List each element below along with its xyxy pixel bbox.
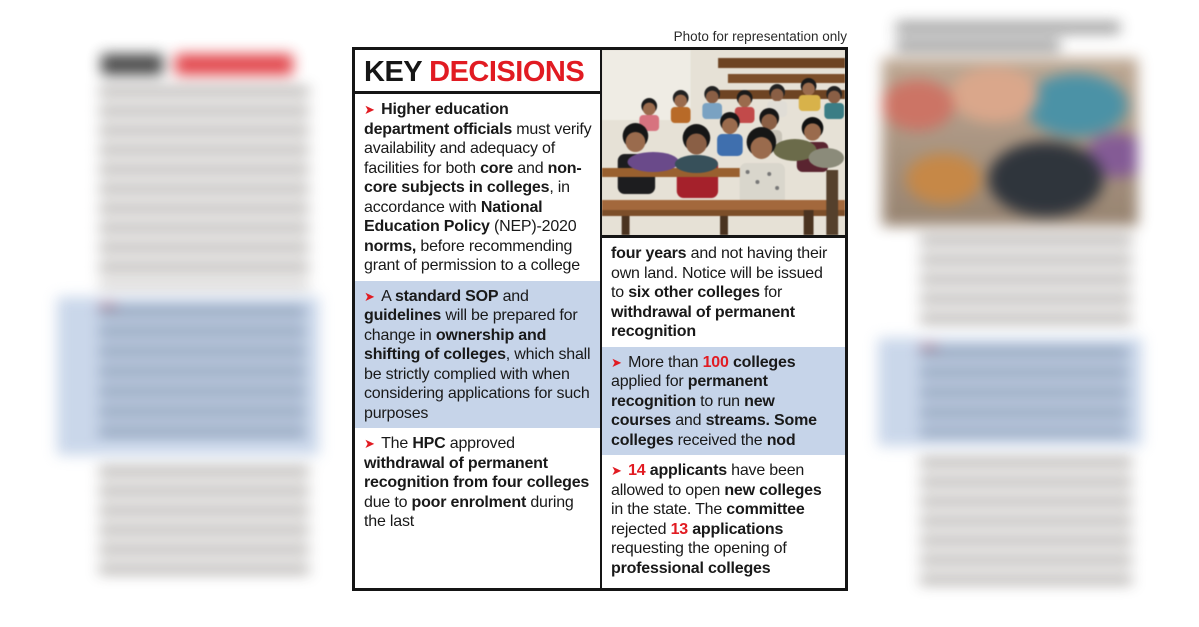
- blurred-headline-line: [896, 40, 1060, 51]
- bullet-text-segment: and: [670, 412, 706, 430]
- bullet-arrow-icon: ➤: [611, 354, 626, 370]
- box-title-decisions: DECISIONS: [429, 56, 585, 88]
- bullet-text-segment: withdrawal of permanent recognition from…: [364, 454, 590, 492]
- bullet-text-segment: nod: [766, 431, 796, 449]
- bullet-text-segment: A: [381, 287, 395, 305]
- bullet-text-segment: permanent recognition: [611, 373, 768, 410]
- bullet-text-segment: standard SOP: [394, 287, 499, 305]
- bullet-text-segment: applicants: [645, 462, 727, 480]
- bullet-text-segment: norms,: [364, 237, 417, 255]
- blurred-text-block: [920, 236, 1132, 328]
- bullet-text-segment: new courses: [611, 392, 775, 430]
- bullet-text-segment: guidelines: [364, 307, 442, 325]
- bullet-arrow-icon: ➤: [364, 288, 379, 304]
- bullet-text-segment: committee: [726, 501, 805, 519]
- right-bullet-list: four years and not having their own land…: [602, 238, 845, 583]
- blurred-headline-line: [896, 22, 1120, 33]
- bullet-arrow-icon: ➤: [364, 436, 379, 452]
- bullet-text-segment: The: [381, 435, 413, 453]
- bullet-text-segment: applications: [687, 520, 784, 538]
- bullet-text-segment: four years: [611, 245, 687, 262]
- box-title-key: KEY: [364, 56, 423, 88]
- blurred-text-block: [99, 87, 309, 287]
- bullet-text-segment: and: [498, 287, 529, 305]
- bullet-arrow-icon: ➤: [611, 463, 626, 479]
- left-bullet-list: ➤ Higher education department officials …: [355, 94, 600, 537]
- bullet-text-segment: HPC: [412, 435, 446, 453]
- bullet-text-segment: and not having their own land. Notice wi…: [611, 245, 828, 302]
- bullet-text-segment: professional colleges: [611, 559, 771, 577]
- bullet-text-segment: More than: [628, 353, 703, 371]
- bullet-text-segment: core: [480, 159, 514, 177]
- bullet-text-segment: and: [513, 159, 548, 177]
- bullet-text-segment: , which shall be strictly complied with …: [364, 346, 591, 422]
- bullet-text-segment: withdrawal of permanent recognition: [611, 303, 795, 341]
- blurred-headline-red: [175, 54, 293, 75]
- key-decision-bullet: ➤ The HPC approved withdrawal of permane…: [355, 428, 600, 537]
- bullet-text-segment: have been allowed to open: [611, 462, 805, 499]
- bullet-text-segment: approved: [445, 435, 515, 453]
- bullet-text-segment: to run: [695, 392, 745, 410]
- key-decision-bullet: four years and not having their own land…: [602, 238, 845, 347]
- blurred-headline-dark: [101, 54, 163, 75]
- bullet-text-segment: must verify availability and adequacy of…: [364, 120, 592, 177]
- classroom-photo-illustration: [602, 50, 845, 235]
- key-decision-bullet: ➤ A standard SOP and guidelines will be …: [355, 280, 600, 429]
- bullet-text-segment: streams. Some colleges: [611, 412, 817, 449]
- left-column: KEY DECISIONS ➤ Higher education departme…: [355, 50, 602, 588]
- blurred-text-block: [920, 458, 1132, 592]
- bullet-text-segment: National Education Policy: [364, 198, 543, 236]
- bullet-text-segment: applied for: [611, 373, 688, 391]
- bullet-text-segment: new colleges: [724, 481, 822, 499]
- background-article-left: [57, 48, 319, 604]
- bullet-text-segment: in the state. The: [611, 501, 727, 519]
- background-article-right: [878, 22, 1142, 606]
- bullet-text-segment: requesting the opening of: [611, 540, 787, 558]
- key-decisions-box: KEY DECISIONS ➤ Higher education departme…: [352, 47, 848, 591]
- bullet-text-segment: colleges: [732, 353, 796, 371]
- blurred-photo: [882, 58, 1138, 226]
- key-decision-bullet: ➤ Higher education department officials …: [355, 94, 600, 281]
- bullet-text-segment: rejected: [611, 520, 671, 538]
- key-decision-bullet: ➤ 14 applicants have been allowed to ope…: [602, 455, 845, 583]
- key-decision-bullet: ➤ More than 100 colleges applied for per…: [602, 346, 845, 456]
- classroom-photo: [602, 50, 845, 238]
- bullet-text-segment: due to: [364, 493, 412, 511]
- right-column: four years and not having their own land…: [602, 50, 845, 588]
- bullet-text-segment: 14: [628, 462, 646, 480]
- bullet-text-segment: , in accordance with: [364, 179, 570, 216]
- bullet-text-segment: will be prepared for change in: [364, 307, 578, 344]
- blurred-text-lines: [99, 307, 305, 445]
- blurred-highlight-block: [878, 338, 1142, 446]
- bullet-text-segment: during the last: [364, 493, 574, 531]
- blurred-text-lines: [920, 348, 1128, 436]
- blurred-highlight-block: [57, 297, 319, 455]
- blurred-text-block: [99, 467, 309, 579]
- bullet-text-segment: (NEP)-2020: [489, 218, 577, 236]
- bullet-text-segment: poor enrolment: [411, 493, 527, 511]
- bullet-arrow-icon: ➤: [364, 102, 379, 117]
- box-title: KEY DECISIONS: [355, 50, 600, 94]
- bullet-text-segment: 13: [670, 520, 689, 538]
- bullet-text-segment: received the: [673, 431, 767, 449]
- bullet-text-segment: non-core subjects in colleges: [364, 159, 582, 197]
- bullet-text-segment: 100: [702, 353, 729, 371]
- photo-caption: Photo for representation only: [673, 29, 847, 44]
- bullet-text-segment: six other colleges: [628, 284, 760, 302]
- bullet-text-segment: ownership and shifting of colleges: [364, 326, 547, 364]
- blurred-headline: [101, 54, 301, 75]
- bullet-text-segment: before recommending grant of permission …: [364, 237, 580, 275]
- bullet-text-segment: for: [759, 284, 783, 302]
- bullet-text-segment: Higher education department officials: [364, 101, 513, 138]
